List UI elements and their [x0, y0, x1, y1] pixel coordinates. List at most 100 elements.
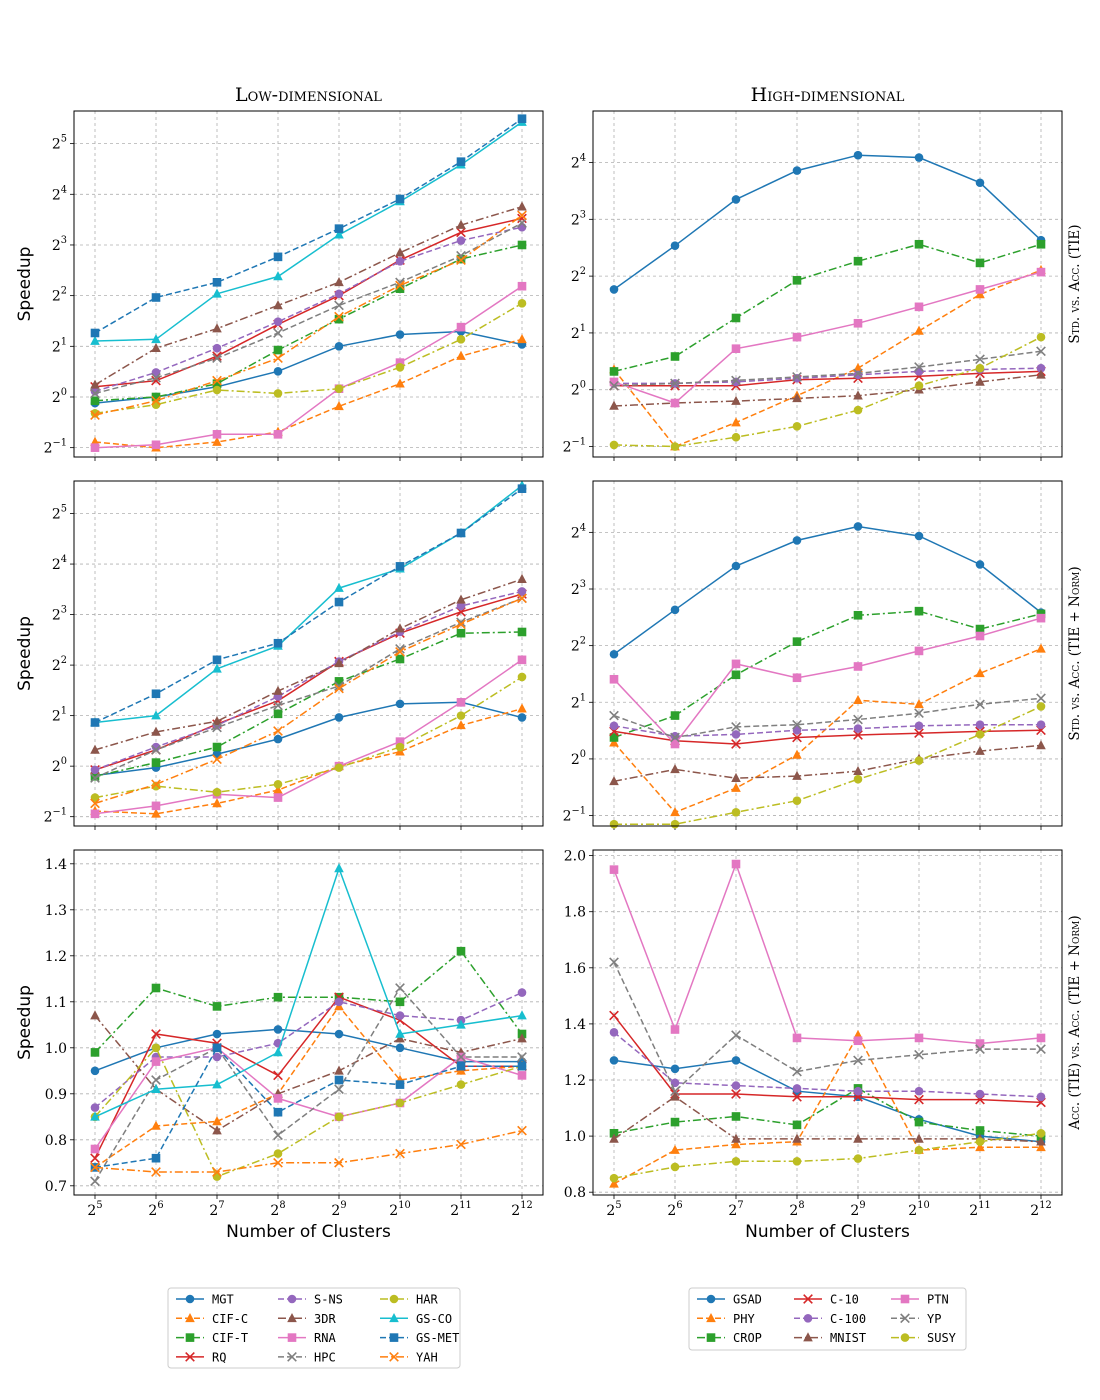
- point-har: [456, 1080, 466, 1089]
- grid: [593, 850, 1062, 1195]
- y-tick-label: 24: [52, 184, 67, 203]
- point-crop: [975, 258, 985, 268]
- point-gs-met: [273, 252, 283, 262]
- series-line-crop: [613, 1087, 1042, 1137]
- point-3dr: [212, 716, 222, 726]
- point-yah: [90, 1162, 100, 1173]
- point-gs-co: [90, 1111, 100, 1121]
- point-crop: [609, 733, 619, 742]
- legend-item-gs-co: GS-CO: [380, 1312, 452, 1326]
- point-c-100: [1036, 720, 1046, 730]
- legend-item-3dr: 3DR: [278, 1312, 336, 1326]
- point-3dr: [212, 1125, 222, 1135]
- y-tick-label: 2−1: [563, 806, 586, 825]
- point-cif-c: [456, 350, 466, 360]
- point-yp: [853, 368, 863, 379]
- legend-label: MNIST: [830, 1331, 866, 1345]
- y-tick-label: 25: [52, 504, 67, 523]
- point-phy: [670, 1144, 680, 1154]
- point-yah: [212, 375, 222, 386]
- point-yp: [731, 375, 741, 386]
- series-susy: [609, 332, 1046, 451]
- point-cif-c: [395, 378, 405, 388]
- point-gs-met: [212, 278, 222, 287]
- series-line-3dr: [94, 1015, 523, 1132]
- y-tick-label: 2−1: [44, 807, 67, 826]
- row-label: Std. vs. Acc. (TIE): [1067, 224, 1083, 343]
- series-yp: [609, 693, 1046, 743]
- series-line-3dr: [94, 205, 523, 386]
- point-c-100: [914, 721, 924, 731]
- panels: 2−1202122232425Low-dimensionalSpeedup2−1…: [15, 84, 1083, 1242]
- point-har: [212, 1172, 222, 1181]
- point-har: [273, 389, 283, 398]
- point-har: [212, 787, 222, 797]
- point-mnist: [853, 1133, 863, 1143]
- point-susy: [853, 774, 863, 784]
- point-cif-t: [273, 709, 283, 719]
- chart-panel-4: 2−1 20 21 22 23 24 Std. vs. Acc. (TIE + Norm): [563, 480, 1083, 830]
- point-crop: [731, 1112, 741, 1121]
- point-cif-t: [273, 992, 283, 1002]
- x-tick-label: 211: [450, 1200, 471, 1219]
- point-yah: [212, 754, 222, 765]
- point-yp: [670, 732, 680, 743]
- series-line-ptn: [613, 617, 1042, 746]
- point-s-ns: [517, 222, 527, 232]
- series-yah: [90, 593, 527, 809]
- plot-frame: [592, 480, 1063, 827]
- point-gsad: [853, 150, 863, 160]
- series-line-mnist: [613, 744, 1042, 783]
- point-gs-met: [273, 638, 283, 648]
- series-line-cif-c: [94, 1005, 523, 1169]
- point-yp: [792, 719, 802, 730]
- legend-box: [167, 1287, 461, 1369]
- point-har: [151, 1043, 161, 1053]
- y-tick-label: 24: [571, 153, 586, 172]
- y-tick-label: 1.6: [564, 961, 586, 977]
- series-har: [90, 1043, 527, 1181]
- series-line-cif-c: [94, 338, 523, 449]
- point-mnist: [975, 745, 985, 755]
- series-line-c-100: [613, 1031, 1042, 1098]
- point-gs-co: [273, 271, 283, 281]
- y-tick-label: 21: [52, 706, 67, 725]
- legend-item-yah: YAH: [380, 1350, 438, 1364]
- point-3dr: [151, 726, 161, 736]
- series-line-3dr: [94, 578, 523, 751]
- point-susy: [670, 1162, 680, 1172]
- point-rq: [151, 1029, 161, 1039]
- grid: [74, 481, 543, 826]
- legend-item-gs-met: GS-MET: [380, 1331, 459, 1345]
- x-tick-label: 25: [606, 1200, 621, 1219]
- point-ptn: [731, 859, 741, 869]
- point-gs-met: [334, 1075, 344, 1085]
- series-line-s-ns: [94, 226, 523, 393]
- series-yp: [609, 346, 1046, 391]
- point-s-ns: [517, 587, 527, 596]
- point-gs-met: [395, 1080, 405, 1089]
- series-line-har: [94, 1046, 523, 1178]
- legend-label: HPC: [314, 1350, 336, 1364]
- point-crop: [670, 1117, 680, 1127]
- point-mgt: [517, 713, 527, 722]
- legend-marker: [287, 1333, 297, 1342]
- point-susy: [792, 1157, 802, 1166]
- point-c-100: [731, 730, 741, 739]
- y-tick-label: 21: [571, 692, 586, 711]
- point-crop: [609, 1128, 619, 1138]
- series-gs-met: [90, 114, 527, 338]
- point-yp: [670, 1086, 680, 1097]
- legend-label: PTN: [927, 1293, 949, 1307]
- point-ptn: [792, 673, 802, 683]
- series-line-crop: [613, 243, 1042, 373]
- y-tick-label: 0.8: [45, 1133, 67, 1149]
- point-hpc: [517, 1052, 527, 1062]
- point-gs-met: [151, 1153, 161, 1163]
- point-rna: [273, 1094, 283, 1103]
- y-tick-label: 20: [571, 749, 586, 768]
- legend-marker: [287, 1313, 297, 1323]
- point-yah: [151, 395, 161, 406]
- legend-item-mnist: MNIST: [794, 1331, 866, 1345]
- point-yah: [517, 210, 527, 221]
